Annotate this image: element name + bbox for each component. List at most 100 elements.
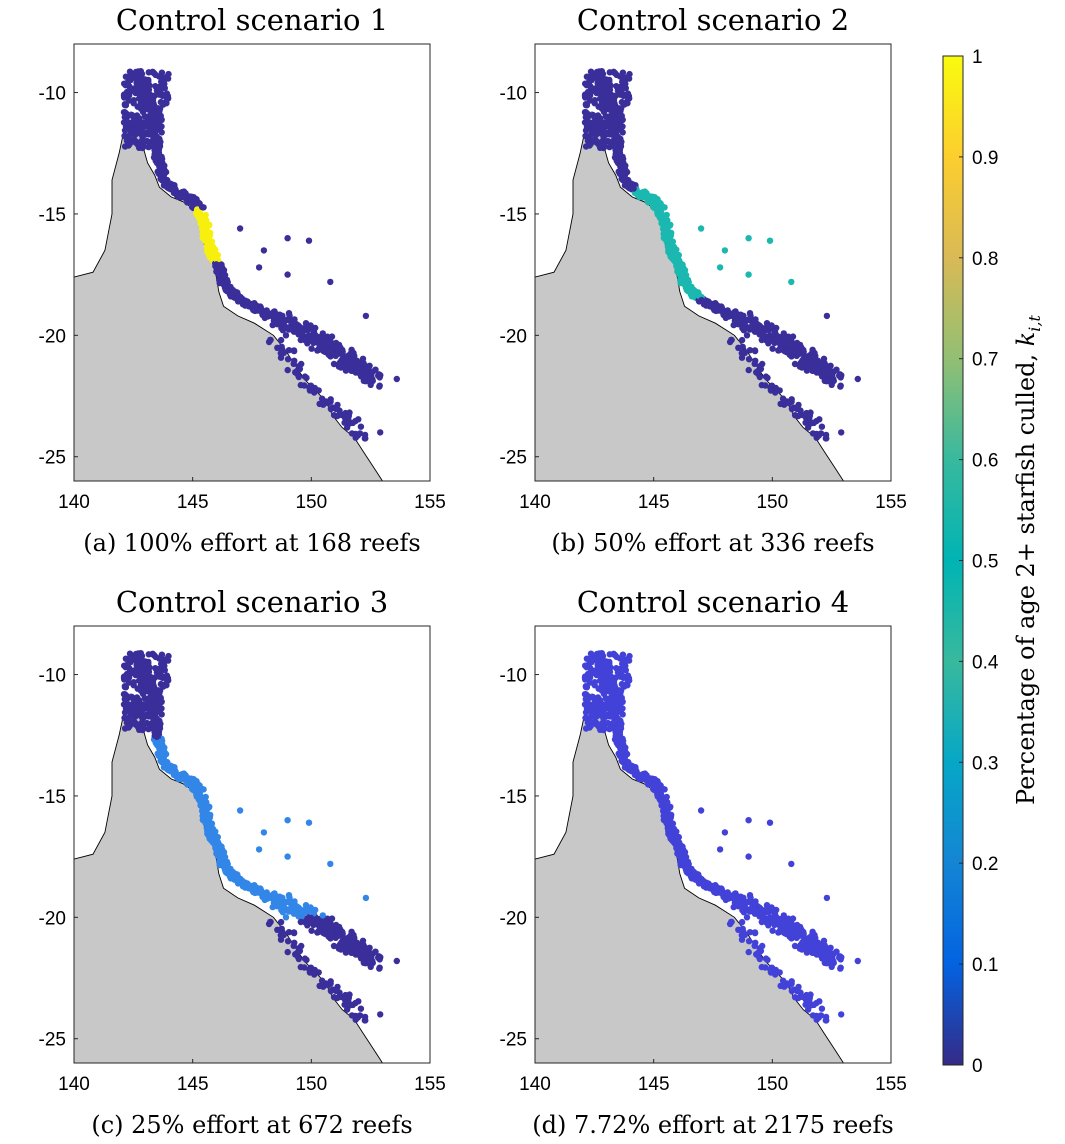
reef-point (174, 191, 181, 198)
reef-point (126, 73, 134, 80)
reef-point (744, 898, 751, 906)
reef-point (753, 369, 760, 376)
reef-point (746, 929, 754, 936)
reef-point (145, 78, 152, 86)
reef-point (161, 666, 168, 674)
reef-point (697, 807, 705, 814)
reef-point (320, 401, 327, 408)
reef-point (601, 724, 608, 731)
reef-point (334, 345, 341, 352)
reef-point (606, 95, 614, 103)
reef-point (189, 783, 196, 790)
reef-point (586, 679, 593, 686)
reef-point (308, 345, 315, 352)
reef-point (746, 310, 754, 317)
y-tick-label: -15 (39, 787, 66, 808)
reef-point (295, 955, 302, 963)
reef-point (581, 691, 589, 698)
reef-point (582, 80, 589, 87)
reef-point (284, 235, 291, 242)
reef-point (609, 704, 616, 712)
reef-point (237, 878, 244, 886)
reef-point (145, 95, 153, 103)
reef-point (189, 201, 196, 208)
reef-point (778, 922, 786, 929)
reef-point (806, 413, 813, 420)
reef-point (245, 884, 253, 892)
reef-point (120, 109, 128, 116)
reef-point (582, 714, 589, 722)
reef-point (795, 345, 802, 352)
reef-point (284, 948, 291, 956)
reef-point (806, 995, 813, 1002)
reef-point (151, 137, 159, 144)
reef-point (121, 101, 129, 109)
reef-point (121, 696, 128, 703)
reef-point (625, 674, 633, 682)
colorbar: 0 0.1 0.2 0.3 0.4 0.5 0.6 0.7 0.8 0.9 1 Percentage … (942, 47, 1044, 1077)
reef-point (284, 366, 291, 374)
panel-title: Control scenario 3 (116, 585, 388, 619)
reef-point (330, 994, 338, 1001)
x-tick-label: 150 (756, 1074, 788, 1095)
reef-point (298, 913, 305, 920)
reef-point (815, 432, 823, 439)
reef-point (277, 918, 285, 926)
reef-point (593, 720, 600, 727)
panel-title: Control scenario 1 (116, 3, 388, 37)
reef-point (306, 969, 314, 976)
reef-point (194, 788, 201, 795)
axes-frame (534, 43, 892, 482)
reef-point (296, 365, 304, 373)
reef-point (301, 382, 308, 389)
reef-point (355, 951, 363, 959)
reef-point (635, 773, 642, 780)
reef-point (655, 788, 662, 795)
reef-point (354, 432, 362, 439)
reef-point (126, 655, 134, 662)
reef-point (591, 679, 598, 686)
colorbar-tick-label: 0.1 (972, 955, 998, 976)
reef-point (790, 349, 798, 356)
reef-point (126, 722, 133, 729)
reef-point (827, 944, 834, 951)
reef-point (599, 123, 607, 130)
reef-point (267, 336, 274, 344)
reef-point (795, 927, 802, 934)
reef-point (366, 362, 373, 369)
reef-point (587, 68, 595, 75)
reef-point (657, 214, 664, 221)
reef-point (681, 861, 689, 869)
panel-2: Control scenario 2 140 145 150 155 -10 -15 -20 -… (500, 3, 907, 557)
reef-point (679, 261, 686, 268)
reef-point (158, 759, 166, 766)
reef-point (619, 78, 626, 86)
reef-point (802, 419, 809, 426)
reef-point (282, 914, 290, 921)
reef-point (253, 884, 260, 891)
y-tick-label: -25 (500, 1030, 527, 1051)
reef-point (609, 122, 616, 130)
reef-point (253, 302, 260, 309)
x-tick-label: 150 (756, 492, 788, 513)
reef-point (604, 137, 612, 145)
reef-point (619, 752, 627, 759)
reef-point (768, 323, 775, 331)
reef-point (297, 336, 304, 344)
colorbar-tick-label: 0.6 (972, 451, 998, 472)
reef-point (738, 344, 745, 351)
reef-point (606, 725, 613, 733)
reef-point (202, 793, 209, 801)
reef-point (376, 382, 383, 389)
reef-point (789, 333, 797, 340)
reef-point (711, 888, 718, 896)
reef-point (854, 957, 861, 965)
reef-point (593, 89, 600, 96)
reef-point (769, 918, 776, 926)
reef-point (156, 741, 164, 749)
reef-point (123, 700, 130, 708)
reef-point (155, 85, 162, 92)
y-tick-label: -25 (500, 448, 527, 469)
reef-point (600, 89, 607, 96)
reef-point (203, 222, 210, 229)
